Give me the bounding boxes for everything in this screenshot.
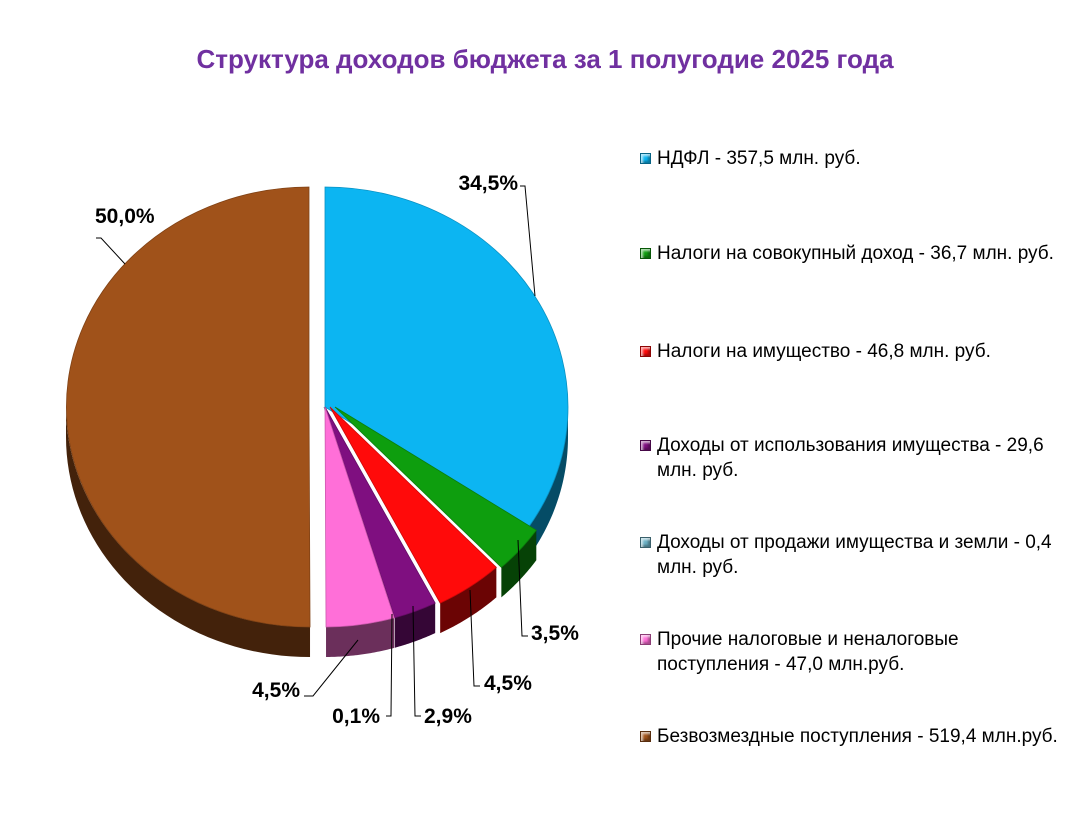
legend-entry: НДФЛ - 357,5 млн. руб. [640,146,1070,171]
data-label: 2,9% [424,705,472,728]
legend-label: Доходы от использования имущества - 29,6… [657,435,1044,481]
legend-label: НДФЛ - 357,5 млн. руб. [657,148,861,169]
pie-slice-side [526,407,568,561]
pie-slice-side [440,567,497,634]
pie-slice [324,186,569,531]
legend-swatch [640,346,651,357]
legend-swatch [640,440,651,451]
legend-label: Налоги на имущество - 46,8 млн. руб. [657,341,991,362]
leader-line [520,185,536,297]
leader-line [96,237,126,265]
pie-slice-side [326,617,395,657]
leader-line [304,639,359,697]
data-label: 0,1% [332,705,380,728]
legend-swatch [640,248,651,259]
legend-label: Безвозмездные поступления - 519,4 млн.ру… [657,726,1058,747]
pie-slice [324,406,436,619]
legend-entry: Прочие налоговые и неналоговые поступлен… [640,627,1070,677]
pie-slice [66,186,311,628]
data-label: 3,5% [531,622,579,645]
legend-label: Прочие налоговые и неналоговые поступлен… [657,629,959,675]
pie-slice-side [394,603,436,648]
leader-line [412,605,421,717]
leader-line [386,613,393,717]
legend-entry: Доходы от использования имущества - 29,6… [640,433,1070,483]
legend-entry: Налоги на совокупный доход - 36,7 млн. р… [640,241,1070,266]
legend-entry: Доходы от продажи имущества и земли - 0,… [640,530,1070,580]
pie-slice [324,406,395,628]
legend-swatch [640,634,651,645]
leader-line [517,539,528,637]
legend-entry: Безвозмездные поступления - 519,4 млн.ру… [640,724,1070,749]
data-label: 50,0% [95,205,155,228]
legend-label: Налоги на совокупный доход - 36,7 млн. р… [657,243,1054,264]
legend-swatch [640,537,651,548]
pie-slice [329,406,497,604]
leader-line [469,589,480,687]
data-label: 4,5% [484,672,532,695]
chart-title: Структура доходов бюджета за 1 полугодие… [196,44,894,74]
data-label: 34,5% [458,172,518,195]
legend-label: Доходы от продажи имущества и земли - 0,… [657,532,1052,578]
pie-slice-side [66,407,311,657]
data-label: 4,5% [252,679,300,702]
legend-swatch [640,153,651,164]
pie-slice [334,406,537,568]
legend-swatch [640,731,651,742]
legend-entry: Налоги на имущество - 46,8 млн. руб. [640,339,1070,364]
